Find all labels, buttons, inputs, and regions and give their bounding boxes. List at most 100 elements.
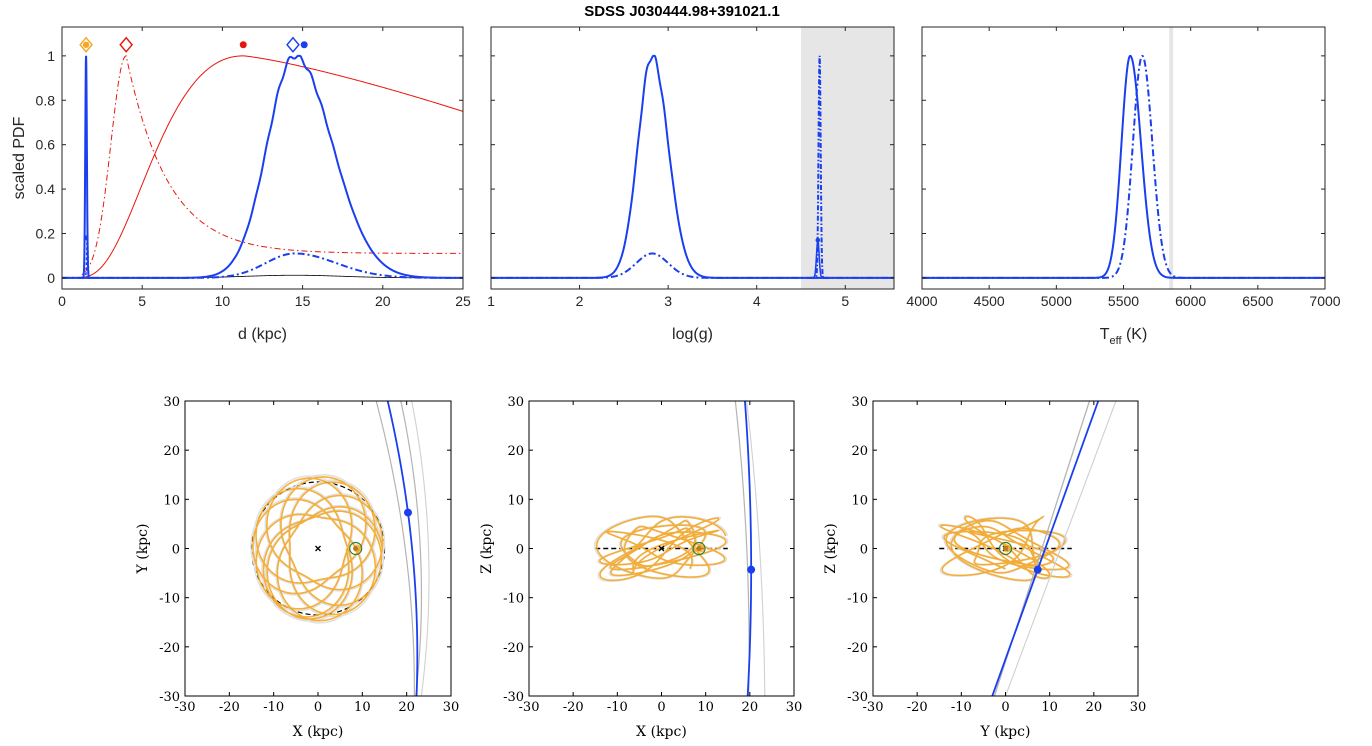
x-tick-label: 5	[138, 293, 146, 309]
figure-title: SDSS J030444.98+391021.1	[584, 3, 780, 20]
x-tick-label: 20	[742, 700, 759, 715]
x-tick-label: -20	[907, 700, 928, 715]
x-tick-label: 25	[455, 293, 471, 309]
marker-dot	[239, 41, 247, 49]
orbit-shadow	[250, 474, 386, 624]
x-tick-label: -30	[175, 700, 196, 715]
trajectory-alt	[375, 401, 415, 696]
y-tick-label: 0.2	[36, 225, 56, 241]
x-axis-label-sub: eff	[1109, 335, 1122, 347]
plot-area	[593, 401, 766, 696]
y-tick-label: 20	[507, 444, 524, 459]
y-tick-label: 30	[507, 395, 524, 410]
x-tick-label: 10	[354, 700, 371, 715]
x-axis-label-main: T	[1100, 326, 1110, 343]
y-axis-label: Y (kpc)	[135, 524, 151, 575]
trajectory-alt	[746, 401, 766, 696]
y-tick-label: 10	[507, 493, 524, 508]
series-blue-solid-peak	[62, 54, 463, 279]
marker-dot	[815, 237, 821, 243]
y-axis-label: Z (kpc)	[823, 523, 839, 573]
plot-area	[62, 54, 463, 279]
trajectory-alt	[411, 401, 430, 696]
x-tick-label: 4	[753, 293, 761, 309]
y-tick-label: 0	[860, 543, 868, 558]
x-axis-label: Teff (K)	[1100, 326, 1148, 347]
series-blue-spike-solid	[809, 238, 830, 279]
x-axis-label: X (kpc)	[636, 724, 687, 740]
x-tick-label: 30	[1130, 700, 1147, 715]
series-red-dashdot-prior	[62, 55, 463, 279]
x-tick-label: 10	[215, 293, 231, 309]
y-tick-label: 20	[163, 444, 180, 459]
x-tick-label: 4500	[974, 293, 1005, 309]
y-tick-label: 0	[47, 270, 55, 286]
y-tick-label: -30	[159, 690, 180, 705]
sun-current-position	[696, 544, 705, 553]
x-tick-label: -30	[519, 700, 540, 715]
sun-marker	[349, 541, 363, 556]
marker-diamond	[119, 36, 134, 53]
plot-area	[491, 27, 894, 289]
x-tick-label: 20	[1086, 700, 1103, 715]
y-tick-label: 30	[163, 395, 180, 410]
y-tick-label: -10	[847, 592, 868, 607]
x-tick-label: -30	[863, 700, 884, 715]
x-axis-label: log(g)	[672, 326, 713, 343]
axes-frame	[61, 26, 464, 290]
trajectory-star	[386, 401, 419, 696]
x-tick-label: 3	[664, 293, 672, 309]
x-tick-label: 30	[786, 700, 803, 715]
y-tick-label: 20	[851, 444, 868, 459]
plot-area	[250, 401, 430, 696]
y-axis-label: Z (kpc)	[479, 523, 495, 573]
x-axis-label: Y (kpc)	[980, 724, 1031, 740]
x-axis-label-unit: (K)	[1122, 326, 1148, 343]
series-blue-dashdot-peak	[62, 252, 463, 279]
series-red-solid-prior	[62, 55, 463, 279]
star-position-marker	[747, 565, 756, 574]
shaded-region	[801, 27, 894, 289]
marker-diamond	[286, 36, 300, 53]
trajectory-star	[744, 401, 753, 696]
y-tick-label: -30	[847, 690, 868, 705]
axes-frame	[490, 26, 895, 290]
sun-current-position	[1003, 544, 1011, 553]
y-tick-label: -20	[159, 641, 180, 656]
orbit-sun	[939, 515, 1071, 582]
series-blue-spike-dashdot	[82, 237, 93, 279]
series-blue-narrow-spike	[79, 55, 93, 279]
x-tick-label: 0	[657, 700, 665, 715]
y-tick-label: -20	[847, 641, 868, 656]
y-tick-label: -30	[503, 690, 524, 705]
y-axis-label: scaled PDF	[11, 116, 28, 199]
x-tick-label: 5500	[1108, 293, 1139, 309]
x-tick-label: 6000	[1175, 293, 1206, 309]
x-tick-label: 2	[576, 293, 584, 309]
trajectory-alt	[400, 401, 423, 696]
galactic-center-marker	[315, 545, 321, 552]
x-axis-label: d (kpc)	[238, 326, 287, 343]
x-tick-label: 5000	[1041, 293, 1072, 309]
series-blue-dashdot-peak	[922, 54, 1325, 279]
x-tick-label: 0	[314, 700, 322, 715]
x-tick-label: 15	[295, 293, 311, 309]
orbit-sun	[252, 476, 384, 622]
y-tick-label: -20	[503, 641, 524, 656]
trajectory-alt	[1004, 401, 1117, 696]
marker-dot	[300, 41, 308, 49]
y-tick-label: 0	[516, 543, 524, 558]
marker-dot	[82, 41, 90, 48]
y-tick-label: 30	[851, 395, 868, 410]
y-tick-label: -10	[159, 592, 180, 607]
x-tick-label: 30	[443, 700, 460, 715]
x-tick-label: 6500	[1242, 293, 1273, 309]
x-tick-label: 20	[375, 293, 391, 309]
x-tick-label: -20	[563, 700, 584, 715]
y-tick-label: 1	[47, 48, 55, 64]
x-tick-label: -10	[951, 700, 972, 715]
star-position-marker	[403, 508, 412, 517]
y-tick-label: 10	[163, 493, 180, 508]
star-position-marker	[1033, 565, 1042, 574]
sun-current-position	[353, 544, 362, 553]
